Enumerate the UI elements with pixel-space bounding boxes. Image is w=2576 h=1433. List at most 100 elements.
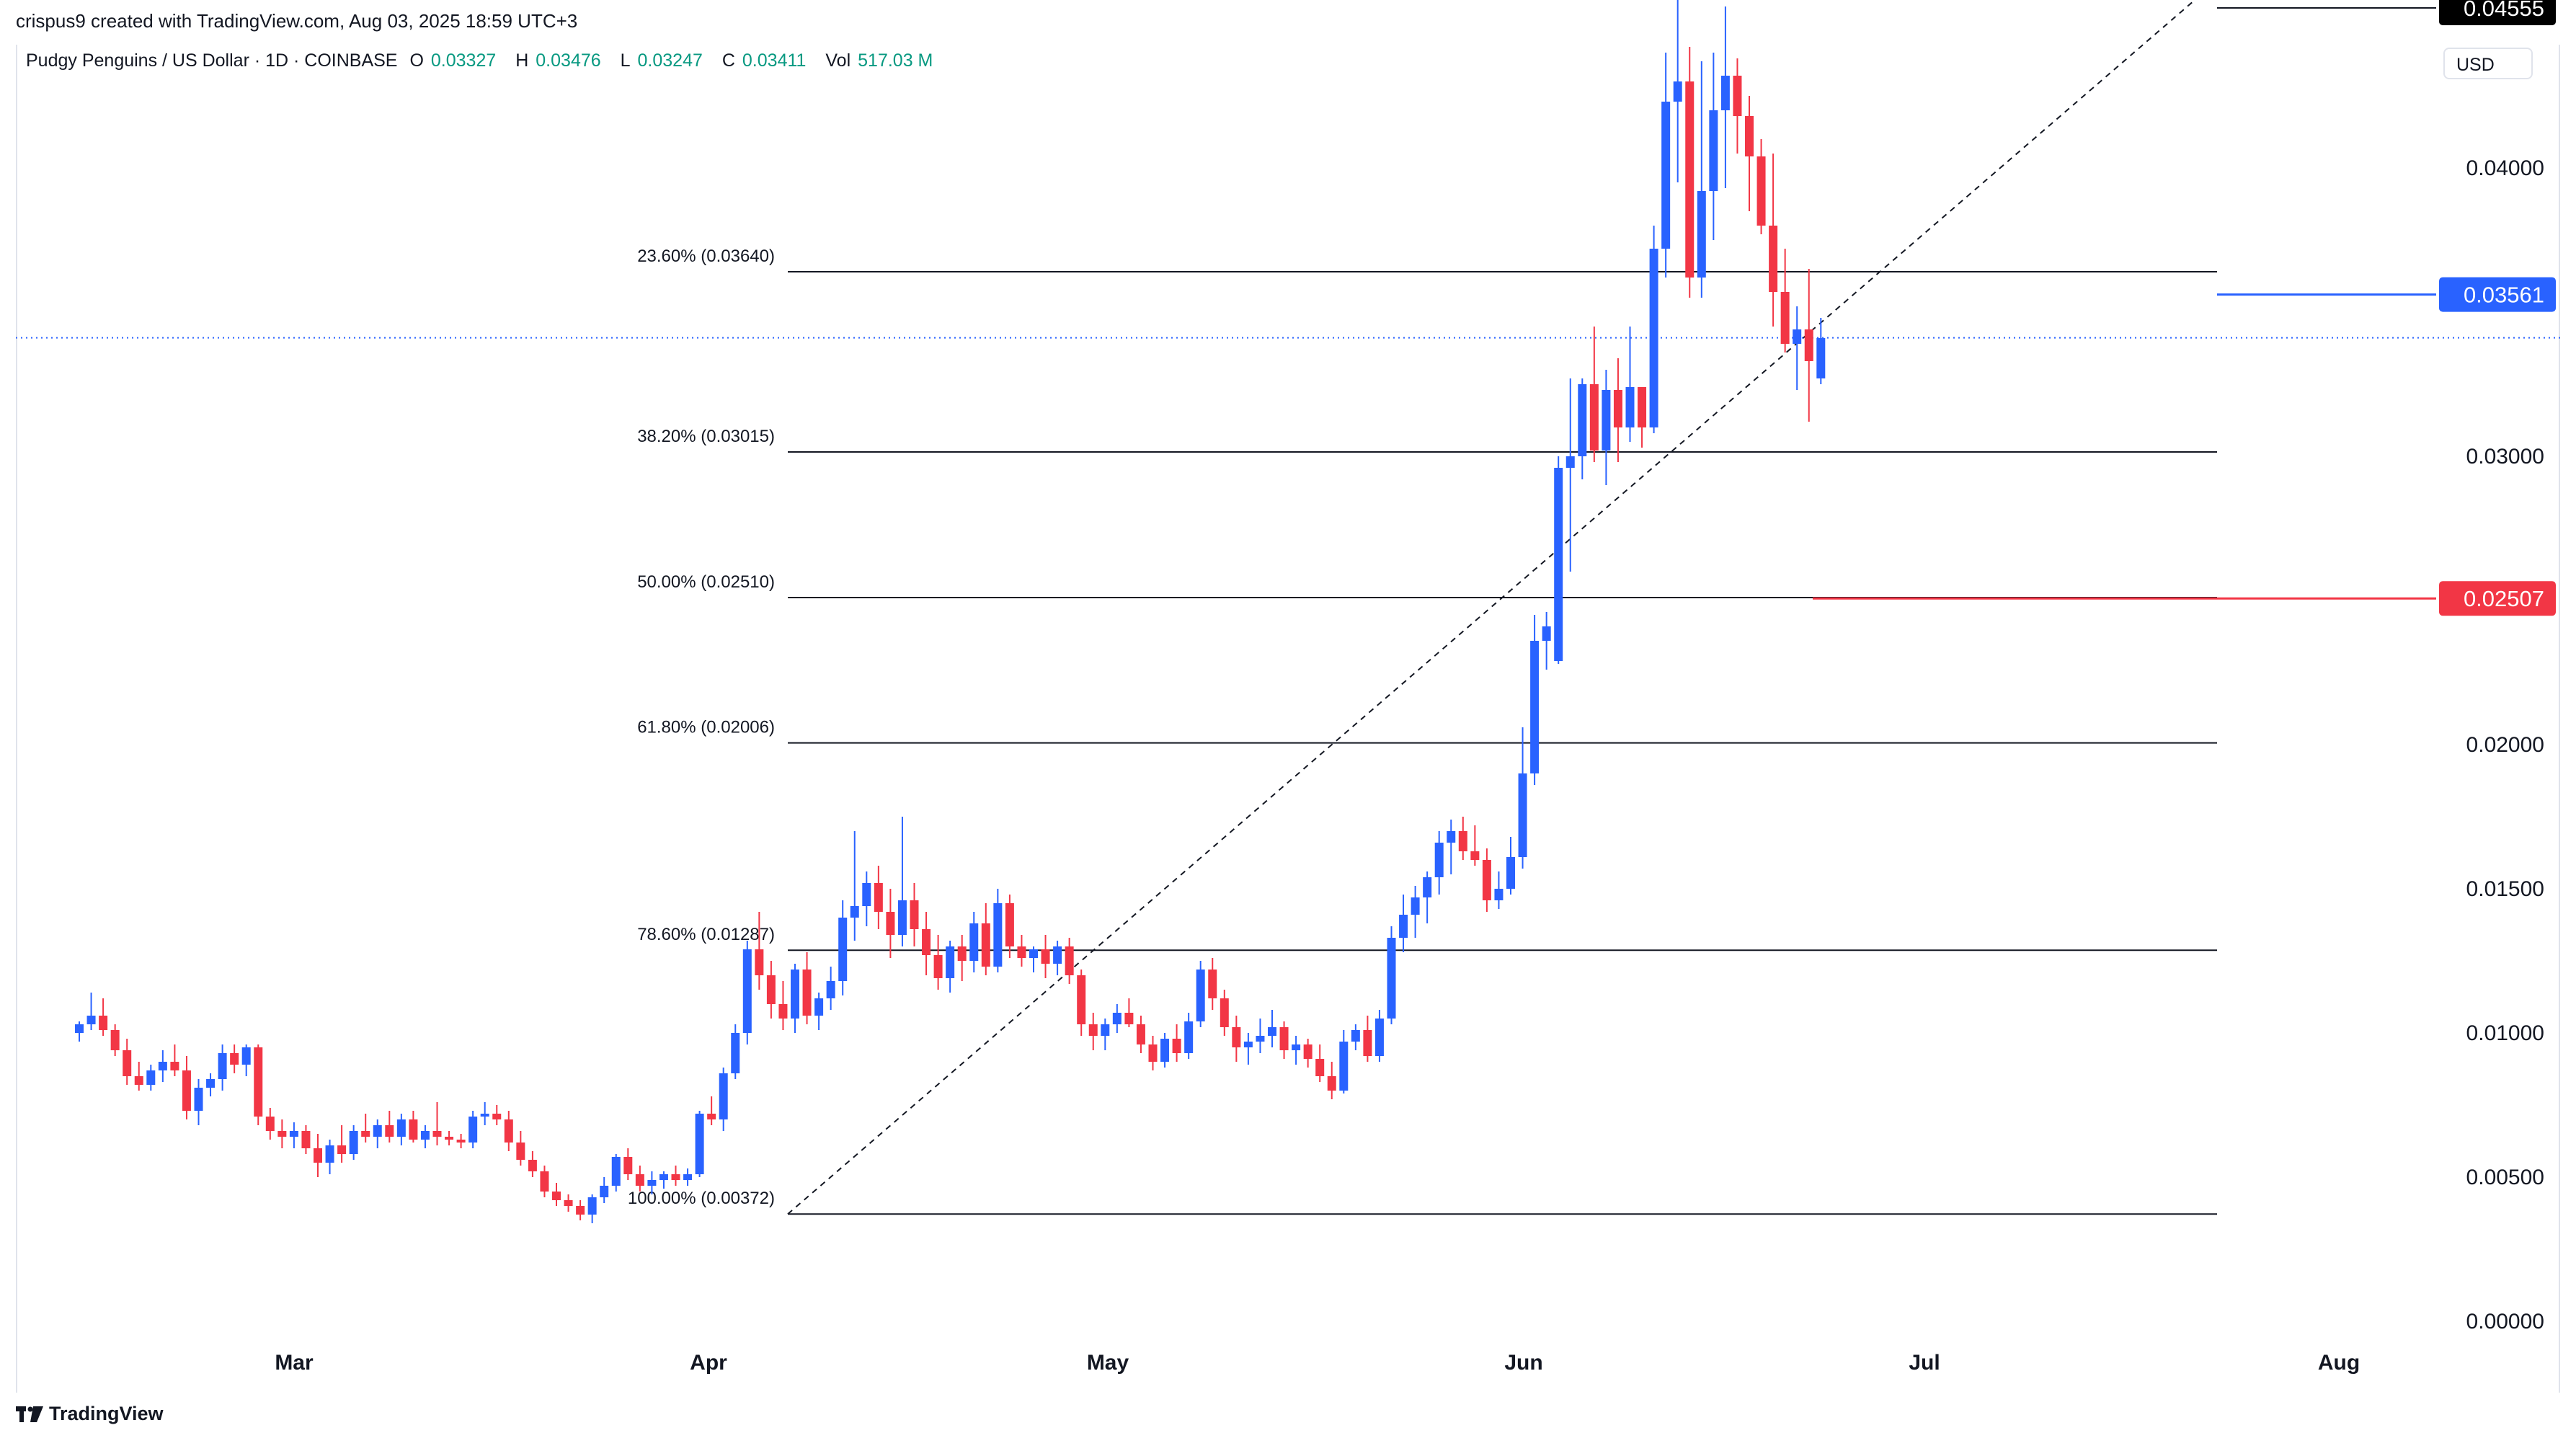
candle (791, 964, 799, 1033)
candle (1053, 941, 1062, 975)
candle (1017, 935, 1026, 967)
candle (1339, 1030, 1349, 1093)
volume-label: Vol (825, 50, 851, 71)
candle (1518, 727, 1527, 869)
candle (1148, 1036, 1158, 1070)
candle (516, 1131, 525, 1166)
candle-body (1041, 949, 1050, 964)
candle-body (265, 1117, 275, 1131)
candle-body (814, 998, 824, 1016)
candle (1256, 1019, 1265, 1053)
candle-body (1112, 1013, 1122, 1024)
candle-body (791, 970, 799, 1019)
candle-body (182, 1070, 191, 1111)
candle-body (86, 1016, 96, 1024)
candle-body (516, 1143, 525, 1160)
candle-body (838, 918, 848, 981)
high-value: 0.03476 (536, 50, 601, 71)
price-badge: 0.04555 (2439, 0, 2556, 25)
candle (1589, 327, 1599, 462)
candle-body (993, 903, 1003, 967)
time-axis[interactable]: Mar Apr May Jun Jul Aug (275, 1351, 2360, 1375)
y-tick-label: 0.00000 (2466, 1310, 2544, 1334)
candle-body (1136, 1024, 1145, 1044)
x-tick-label: Apr (690, 1351, 727, 1375)
candle (1184, 1013, 1194, 1059)
candle (1292, 1036, 1301, 1065)
candle-body (134, 1076, 143, 1085)
y-tick-label: 0.00500 (2466, 1166, 2544, 1189)
tradingview-logo-icon (16, 1406, 43, 1422)
candle-body (301, 1131, 311, 1148)
candle (731, 1024, 740, 1079)
candle (1769, 154, 1778, 327)
open-value: 0.03327 (430, 50, 497, 71)
candle (349, 1125, 358, 1160)
candle (1065, 938, 1074, 984)
candle (742, 941, 752, 1044)
candle (1494, 871, 1504, 909)
candle (1661, 53, 1671, 278)
candle (1196, 961, 1205, 1027)
candle-body (1208, 970, 1217, 998)
candle-body (528, 1160, 537, 1171)
candle (182, 1056, 191, 1119)
candle-body (1088, 1024, 1098, 1036)
close-value: 0.03411 (742, 50, 807, 71)
candle (265, 1108, 275, 1140)
candle (1780, 249, 1790, 352)
candle (1625, 327, 1635, 442)
symbol-title[interactable]: Pudgy Penguins / US Dollar · 1D · COINBA… (26, 50, 398, 71)
candle-body (396, 1119, 406, 1137)
candle (314, 1134, 322, 1177)
candle (373, 1119, 382, 1148)
candle (301, 1125, 311, 1154)
candle (1351, 1024, 1360, 1050)
candle-body (1769, 226, 1778, 292)
candle-body (492, 1114, 502, 1119)
candle-body (432, 1131, 442, 1137)
header-bar: crispus9 created with TradingView.com, A… (0, 0, 2576, 43)
candle-body (1506, 857, 1515, 889)
candle (1327, 1062, 1336, 1099)
candle (1745, 96, 1754, 211)
fib-retracement[interactable]: 0.00% (0.04649)23.60% (0.03640)38.20% (0… (16, 0, 2560, 1215)
candle-body (600, 1186, 609, 1197)
candle (75, 1021, 84, 1042)
candle (933, 935, 943, 990)
open-label: O (409, 50, 424, 71)
chart-frame[interactable] (16, 45, 2560, 1393)
candle (504, 1111, 513, 1151)
candle-body (1613, 390, 1622, 427)
candle (1423, 871, 1432, 923)
candle-body (504, 1119, 513, 1143)
candle-body (719, 1073, 728, 1119)
candle (838, 900, 848, 995)
candle (969, 912, 979, 972)
candle-body (337, 1145, 347, 1154)
candle (99, 998, 108, 1036)
candle (432, 1102, 442, 1145)
candle (1578, 378, 1587, 479)
price-badge-box (2439, 581, 2556, 616)
candle (1804, 269, 1813, 422)
candle-body (946, 946, 955, 978)
candle (1542, 612, 1551, 670)
candle (564, 1194, 573, 1212)
candle (802, 952, 812, 1024)
candle-body (1589, 384, 1599, 451)
candle (981, 903, 990, 975)
candle-body (1578, 384, 1587, 456)
candle (1685, 47, 1695, 298)
currency-selector[interactable]: USD (2443, 48, 2533, 79)
candle (576, 1200, 585, 1220)
candle-body (1101, 1024, 1110, 1036)
candle (206, 1073, 216, 1096)
candle-body (1077, 975, 1086, 1024)
candle (1613, 358, 1622, 462)
candle-body (862, 883, 871, 906)
candle (1136, 1016, 1145, 1053)
price-axis[interactable]: 0.00000 0.00500 0.01000 0.01500 0.02000 0.030… (2466, 156, 2544, 1334)
candle-body (1279, 1027, 1289, 1050)
